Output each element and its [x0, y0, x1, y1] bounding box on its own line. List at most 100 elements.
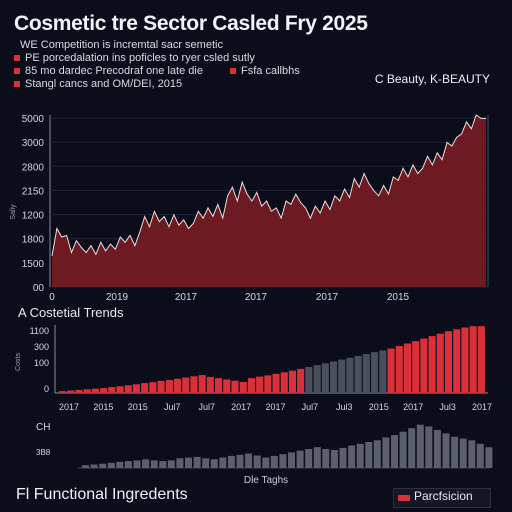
x-tick-label: Jul7: [198, 402, 215, 412]
bar: [227, 455, 235, 468]
bar: [321, 363, 329, 393]
bar: [67, 390, 75, 393]
bar: [165, 380, 173, 393]
bar: [346, 357, 354, 393]
bar: [399, 431, 407, 468]
bar: [256, 376, 264, 393]
bar: [215, 378, 223, 393]
page-title: Cosmetic tre Sector Casled Fry 2025: [14, 12, 368, 35]
y-tick-label: 300: [34, 342, 49, 352]
bullet-marker-icon: [230, 68, 236, 75]
bar: [461, 327, 469, 393]
x-tick-label: 2015: [93, 402, 113, 412]
bar: [322, 449, 330, 468]
area-fill: [52, 115, 486, 287]
bar: [416, 424, 424, 468]
bar: [362, 354, 370, 393]
bar: [313, 365, 321, 393]
bar-chart: 1100 300 100 0 Costs 2017 2015 2015 Jul7 Jul7 2017…: [15, 325, 492, 412]
bar: [313, 447, 321, 468]
y-tick-label: 2150: [22, 186, 45, 197]
bullet-marker-icon: [14, 81, 20, 88]
bar: [239, 381, 247, 393]
x-tick-label: 2019: [106, 292, 129, 303]
bar: [371, 352, 379, 393]
bar: [236, 454, 244, 468]
bar: [124, 385, 132, 393]
bar: [305, 367, 313, 393]
bar: [198, 375, 206, 393]
bar: [108, 387, 116, 393]
bar: [382, 437, 390, 468]
x-tick-label: 2017: [231, 402, 251, 412]
bullet-2-extra-text: Fsfa callbhs: [241, 65, 300, 77]
bar: [231, 380, 239, 393]
bar: [330, 361, 338, 393]
bar: [297, 368, 305, 393]
x-tick-label: Jul3: [336, 402, 353, 412]
bar: [379, 350, 387, 393]
bar: [477, 326, 485, 393]
legend-swatch-icon: [398, 495, 410, 501]
bar: [182, 377, 190, 393]
bullet-2-text: 85 mo dardec Precodraf one late die: [25, 65, 203, 77]
bar: [82, 465, 89, 468]
bar: [223, 379, 231, 393]
bar: [442, 433, 450, 468]
bar: [391, 435, 398, 468]
bar: [403, 343, 411, 393]
bar: [157, 380, 165, 393]
x-tick-label: 0: [49, 292, 55, 303]
bar: [107, 462, 115, 468]
bar: [425, 426, 433, 468]
bar: [348, 445, 356, 468]
y-tick-label: 1800: [22, 235, 45, 246]
bar: [116, 386, 124, 393]
x-tick-label: 2017: [472, 402, 492, 412]
y-axis-label: Costs: [15, 353, 22, 371]
x-tick-label: 2017: [403, 402, 423, 412]
x-axis-label: Dle Taghs: [244, 475, 288, 486]
bar: [453, 329, 461, 393]
y-tick-label: 2800: [22, 162, 45, 173]
bar: [459, 438, 467, 468]
bar: [142, 459, 150, 468]
bar: [264, 375, 272, 393]
bar: [296, 450, 304, 468]
bar: [132, 384, 140, 393]
bar: [190, 376, 198, 393]
y-tick-label: 1200: [22, 211, 45, 222]
area-chart: 5000 3000 2800 2150 1200 1800 1500 00 Saliy 0 2019…: [10, 114, 489, 303]
bar: [288, 452, 295, 468]
x-tick-label: 2015: [369, 402, 389, 412]
y-label: CH: [36, 422, 50, 433]
bar: [59, 391, 67, 393]
x-tick-label: 2017: [59, 402, 79, 412]
bar: [280, 372, 288, 393]
bar: [262, 457, 270, 468]
bar: [339, 447, 347, 468]
bar: [124, 461, 132, 468]
legend-box: [393, 488, 491, 508]
bar: [387, 348, 395, 393]
bar: [420, 338, 428, 393]
y-tick-label: 5000: [22, 114, 45, 125]
bar: [185, 457, 192, 468]
section-a-title: A Costetial Trends: [18, 305, 124, 320]
bar: [412, 341, 420, 393]
grey-bar-chart: CH 3B8 Dle Taghs: [36, 422, 493, 486]
bar: [247, 378, 255, 393]
x-tick-label: 2017: [265, 402, 285, 412]
bar: [141, 383, 149, 393]
bullet-1: PE porcedalation ins poficles to ryer cs…: [14, 52, 255, 64]
bar: [75, 389, 83, 393]
bar: [330, 450, 338, 468]
x-tick-label: 2017: [245, 292, 268, 303]
bar: [133, 460, 141, 468]
y-label: 3B8: [36, 448, 51, 457]
y-tick-label: 100: [34, 358, 49, 368]
bar: [451, 436, 459, 468]
bar: [476, 443, 484, 468]
bar: [469, 326, 477, 393]
bar: [354, 355, 362, 393]
